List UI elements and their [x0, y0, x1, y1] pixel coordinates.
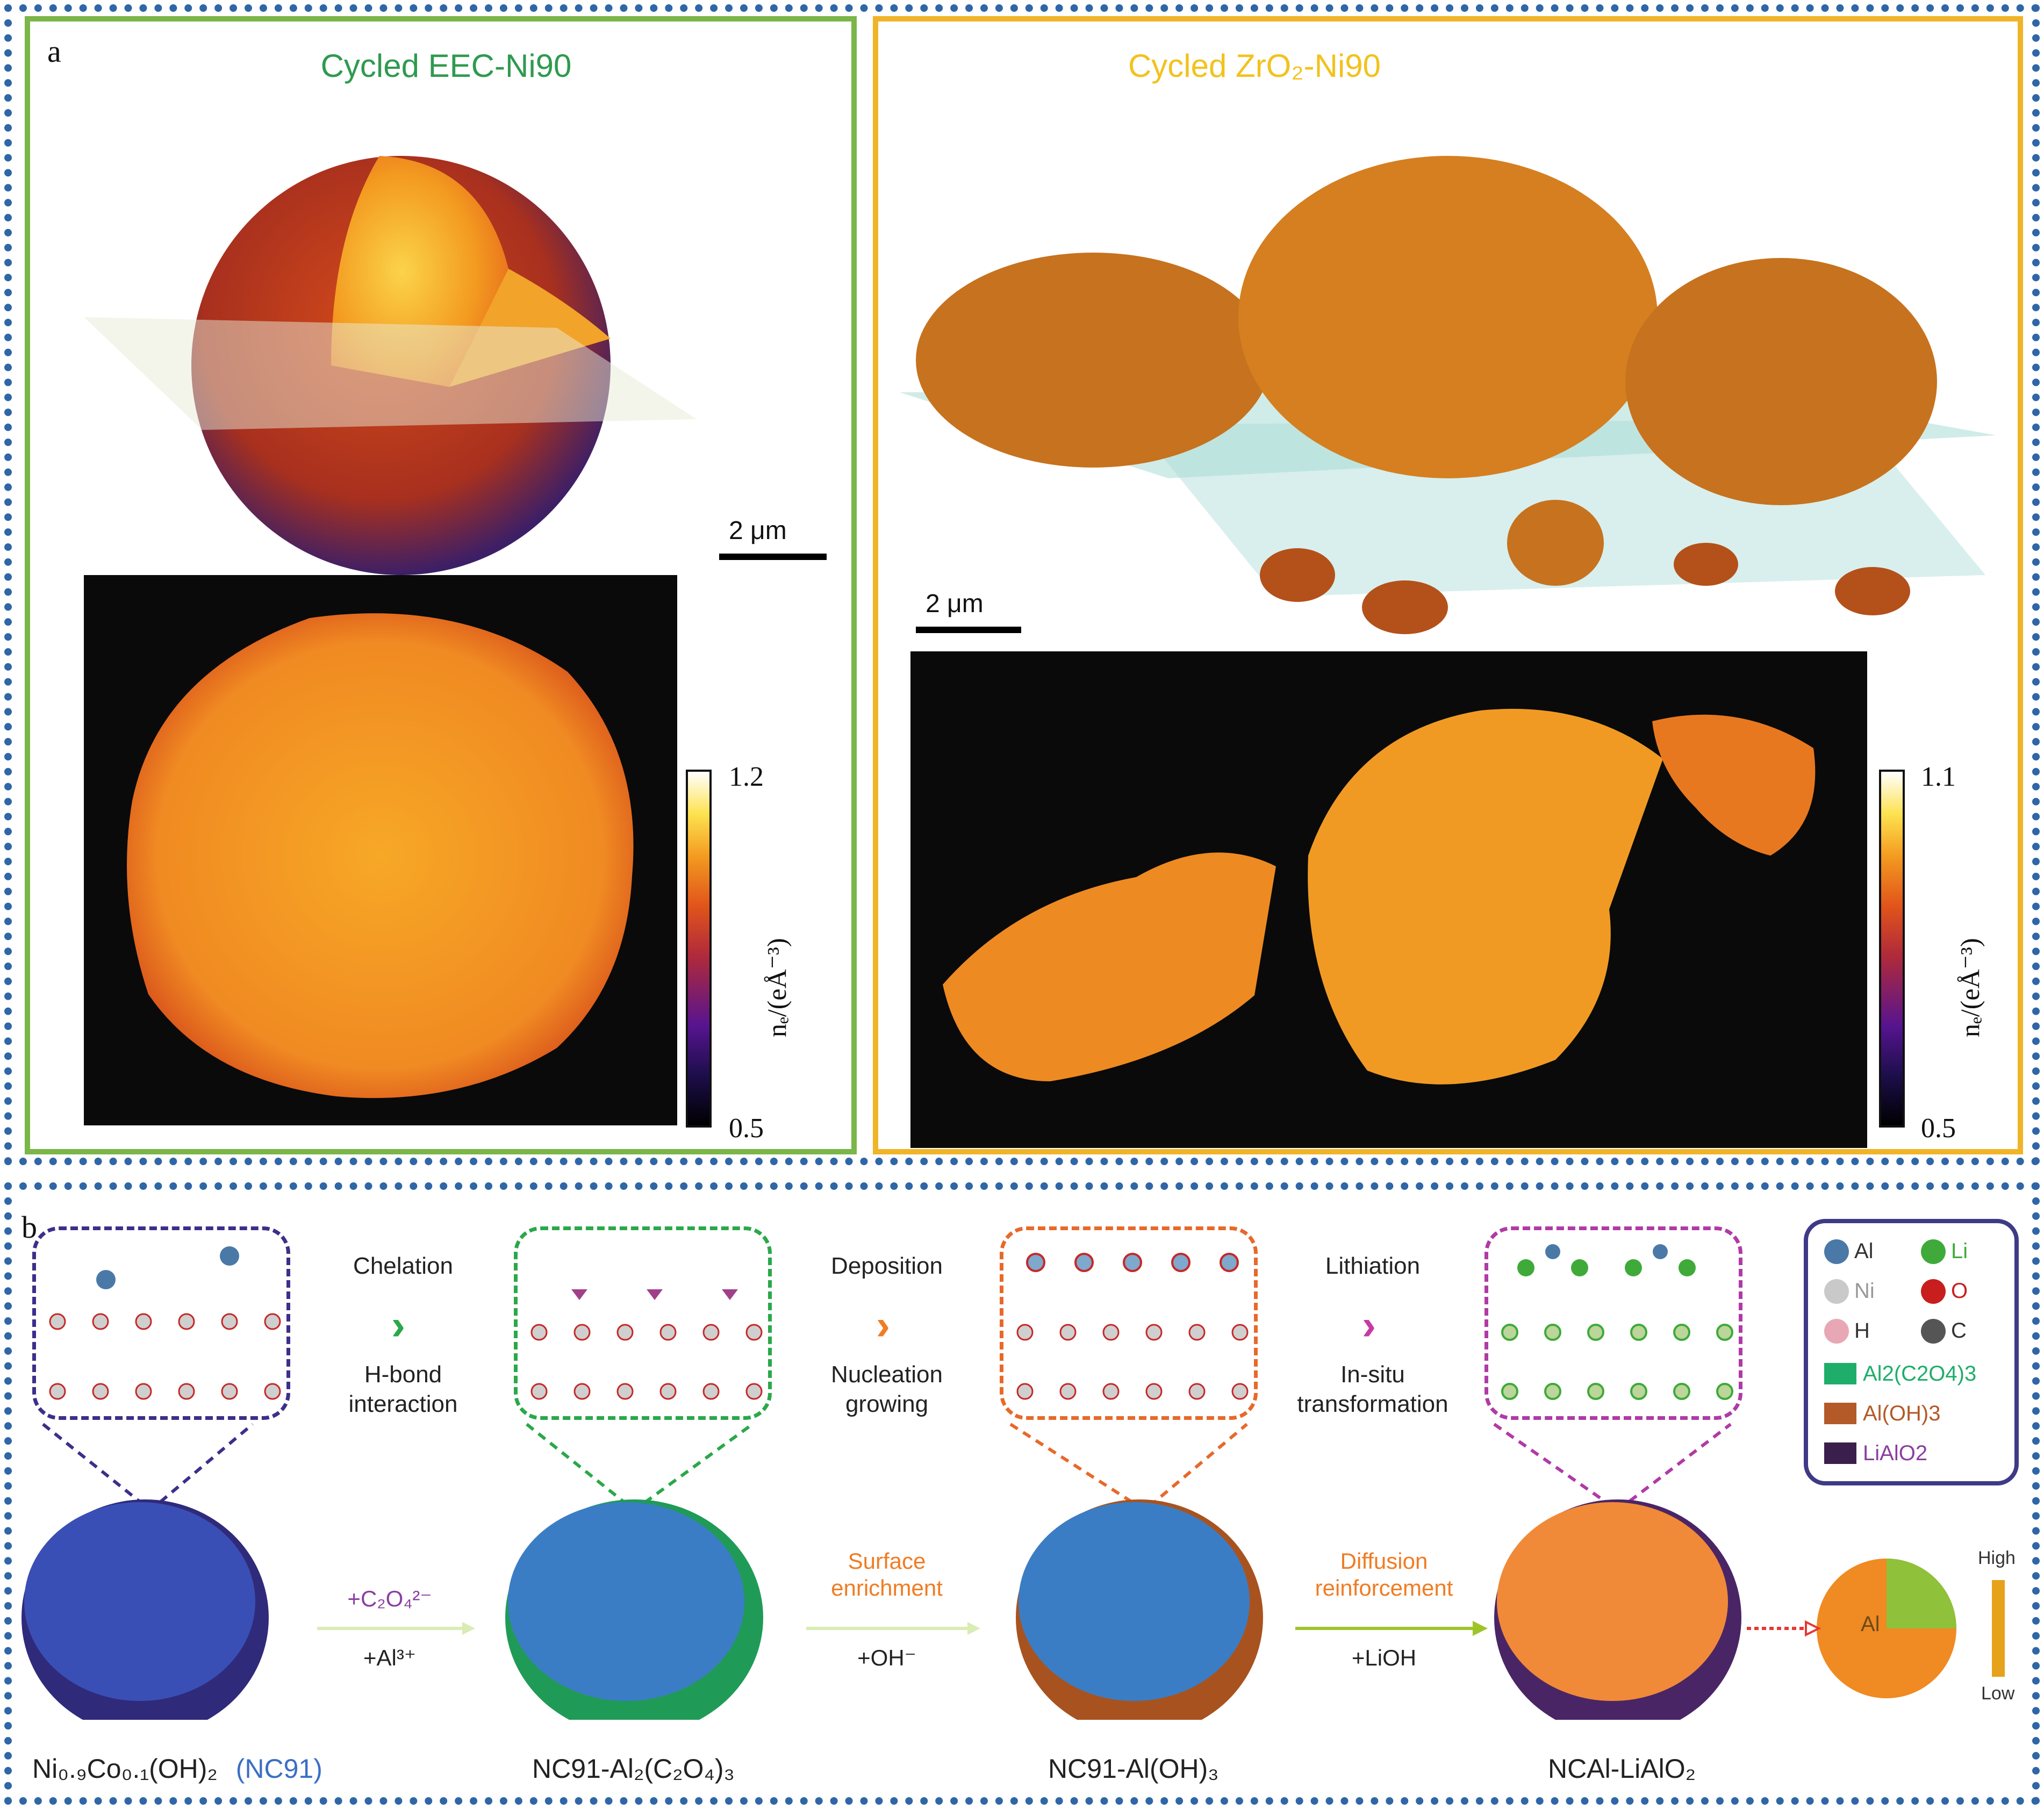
right-subpanel: Cycled ZrO₂-Ni90 2 μm 1.1 0.5 nₑ/(eÅ⁻³) — [873, 16, 2023, 1154]
atom-legend: Al Li Ni O H C Al2(C2O4)3 Al(OH)3 LiAlO2 — [1804, 1219, 2019, 1485]
arrow-2-upper: Surface enrichment — [831, 1548, 943, 1601]
left-title: Cycled EEC-Ni90 — [320, 48, 572, 84]
legend-al-hydroxide: Al(OH)3 — [1863, 1402, 1941, 1425]
step-3-chevron-icon: › — [1362, 1301, 1376, 1348]
left-scalebar — [719, 554, 827, 560]
step-2-bottom: Nucleation growing — [831, 1361, 943, 1417]
left-colorbar-min: 0.5 — [729, 1113, 764, 1144]
zoom-box-nc91 — [32, 1226, 290, 1420]
left-colorbar-max: 1.2 — [729, 762, 764, 792]
zro2-ni90-slice — [910, 651, 1867, 1148]
name-nc91: Ni₀.₉Co₀.₁(OH)₂ (NC91) — [32, 1753, 322, 1784]
li-swatch-icon — [1921, 1239, 1946, 1264]
left-colorbar — [686, 770, 712, 1128]
panel-a-frame — [4, 4, 2040, 1165]
legend-c: C — [1951, 1319, 1967, 1343]
right-colorbar-min: 0.5 — [1921, 1113, 1956, 1144]
left-colorbar-label: nₑ/(eÅ⁻³) — [762, 938, 792, 1037]
al-oxalate-swatch — [1824, 1363, 1856, 1384]
step-3-top: Lithiation — [1325, 1253, 1421, 1279]
gradient-center-label: Al — [1861, 1612, 1880, 1636]
right-colorbar-label: nₑ/(eÅ⁻³) — [1955, 938, 1985, 1037]
arrow-1-upper: +C₂O₄²⁻ — [347, 1586, 432, 1611]
panel-b-frame — [4, 1182, 2040, 1805]
arrow-3-lower: +LiOH — [1351, 1645, 1417, 1670]
zro2-ni90-3d-render — [900, 156, 1996, 634]
right-title: Cycled ZrO₂-Ni90 — [1128, 48, 1381, 84]
step-2-chevron-icon: › — [876, 1301, 890, 1348]
zoom-box-al-oxalate — [514, 1226, 772, 1420]
name-nc91-suffix: (NC91) — [235, 1754, 322, 1784]
gradient-high-label: High — [1978, 1548, 2016, 1568]
al-hydroxide-swatch — [1824, 1403, 1856, 1424]
legend-al: Al — [1854, 1239, 1874, 1263]
arrow-1-lower: +Al³⁺ — [363, 1645, 417, 1670]
gradient-low-label: Low — [1981, 1683, 2015, 1704]
o-swatch-icon — [1921, 1279, 1946, 1304]
left-subpanel: Cycled EEC-Ni90 2 μm — [25, 16, 857, 1154]
step-1-bottom: H-bond interaction — [348, 1361, 458, 1417]
name-ncal-lialo2: NCAl-LiAlO₂ — [1548, 1754, 1696, 1784]
eec-ni90-slice — [84, 575, 677, 1125]
name-nc91-al-oxalate: NC91-Al₂(C₂O₄)₃ — [532, 1754, 735, 1784]
zoom-box-al-hydroxide — [1000, 1226, 1258, 1420]
step-1-chevron-icon: › — [391, 1301, 405, 1348]
legend-li: Li — [1951, 1239, 1968, 1263]
right-colorbar — [1879, 770, 1905, 1128]
eec-ni90-3d-render — [84, 156, 697, 575]
right-colorbar-max: 1.1 — [1921, 762, 1956, 792]
legend-h: H — [1854, 1319, 1870, 1343]
zoom-box-lialo2 — [1484, 1226, 1742, 1420]
lialo2-swatch — [1824, 1442, 1856, 1464]
name-nc91-al-hydroxide: NC91-Al(OH)₃ — [1048, 1754, 1219, 1784]
name-nc91-formula: Ni₀.₉Co₀.₁(OH)₂ — [32, 1754, 218, 1784]
right-scalebar-label: 2 μm — [926, 590, 984, 618]
step-2-top: Deposition — [831, 1253, 943, 1279]
h-swatch-icon — [1824, 1319, 1849, 1344]
legend-ni: Ni — [1854, 1279, 1875, 1303]
right-scalebar — [916, 627, 1021, 633]
spheres-row — [21, 1423, 2005, 1720]
panel-b-letter: b — [21, 1210, 37, 1245]
step-3-bottom: In-situ transformation — [1297, 1361, 1448, 1417]
c-swatch-icon — [1921, 1319, 1946, 1344]
legend-lialo2: LiAlO2 — [1863, 1441, 1928, 1465]
ni-swatch-icon — [1824, 1279, 1849, 1304]
al-swatch-icon — [1824, 1239, 1849, 1264]
arrow-2-lower: +OH⁻ — [857, 1645, 916, 1670]
legend-al-oxalate: Al2(C2O4)3 — [1863, 1362, 1977, 1386]
legend-o: O — [1951, 1279, 1968, 1303]
step-1-top: Chelation — [353, 1253, 453, 1279]
panel-a-letter: a — [47, 34, 61, 69]
left-scalebar-label: 2 μm — [729, 516, 787, 545]
arrow-3-upper: Diffusion reinforcement — [1315, 1548, 1453, 1601]
